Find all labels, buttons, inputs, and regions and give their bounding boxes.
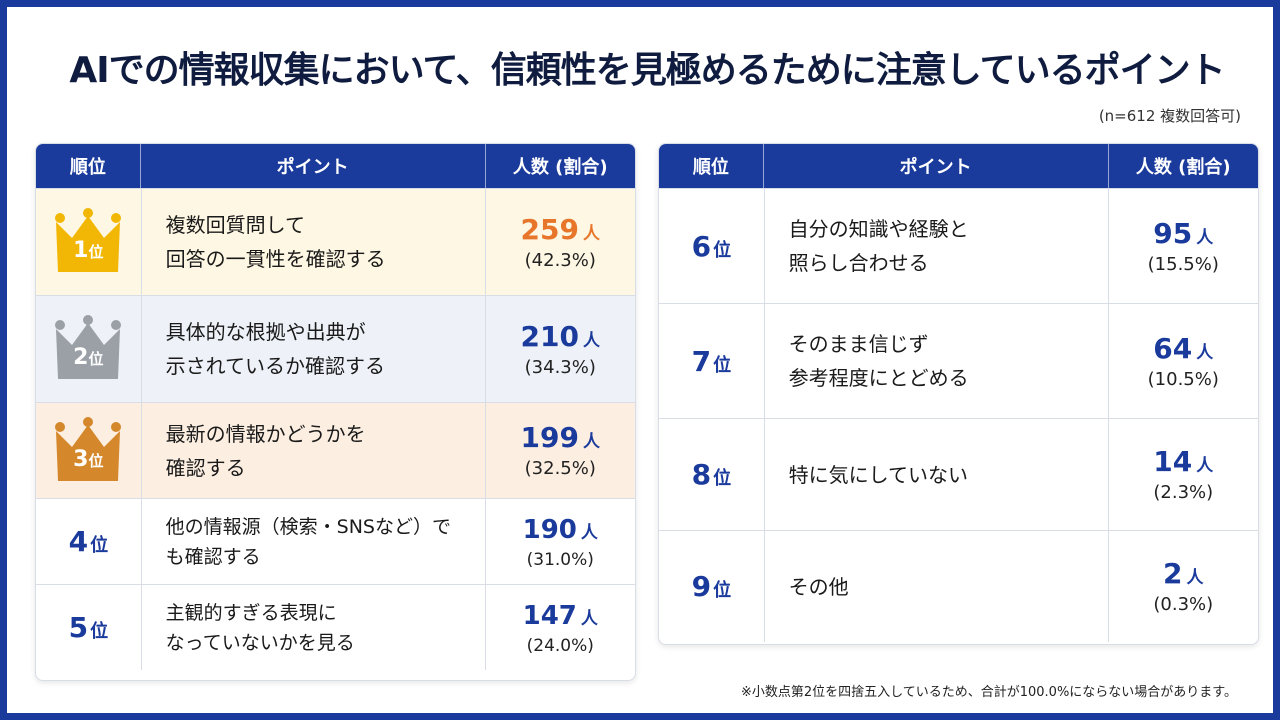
count-unit: 人 (580, 608, 598, 629)
table-row: 1位 複数回質問して 回答の一貫性を確認する 259 人 (42.3%) (36, 188, 635, 295)
count-cell: 259 人 (42.3%) (486, 189, 635, 295)
rank-suffix: 位 (90, 535, 109, 556)
count-percent: (15.5%) (1147, 253, 1219, 275)
point-text: そのまま信じず 参考程度にとどめる (763, 304, 1109, 418)
rank-number: 7 (691, 344, 712, 378)
point-text: 他の情報源（検索・SNSなど）で も確認する (140, 499, 486, 584)
gold-crown-icon: 1位 (52, 208, 124, 276)
footnote: ※小数点第2位を四捨五入しているため、合計が100.0%にならない場合があります… (740, 685, 1237, 700)
header-count: 人数 (割合) (1135, 157, 1231, 178)
count-unit: 人 (1196, 456, 1214, 476)
header-rank: 順位 (659, 144, 764, 188)
rank-cell: 1位 (36, 189, 141, 295)
count-percent: (2.3%) (1153, 482, 1214, 503)
point-text: その他 (763, 531, 1109, 642)
count-unit: 人 (1186, 568, 1204, 588)
count-number: 64 (1153, 331, 1193, 365)
count-unit: 人 (583, 432, 600, 452)
page-title: AIでの情報収集において、信頼性を見極めるために注意しているポイント (69, 50, 1225, 91)
count-unit: 人 (1196, 342, 1214, 363)
rank-suffix: 位 (713, 468, 732, 489)
rank-suffix: 位 (713, 354, 732, 376)
header-point: ポイント (141, 144, 486, 188)
bronze-crown-icon: 3位 (52, 416, 124, 485)
count-percent: (34.3%) (524, 356, 596, 378)
count-unit: 人 (580, 522, 598, 543)
count-percent: (0.3%) (1153, 594, 1214, 615)
count-number: 199 (520, 421, 579, 454)
count-number: 147 (522, 600, 577, 631)
rank-number: 9 (691, 570, 712, 603)
table-row: 3位 最新の情報かどうかを 確認する 199 人 (32.5%) (36, 402, 635, 498)
count-cell: 190 人 (31.0%) (486, 499, 635, 584)
rank-suffix: 位 (90, 621, 109, 642)
ranking-table-left: 順位 ポイント 人数 (割合) 1位 複数回質問して 回答の一貫性を確認する (35, 143, 636, 681)
rank-number: 8 (691, 458, 712, 491)
point-text: 特に気にしていない (763, 419, 1109, 530)
header-count: 人数 (割合) (512, 157, 608, 178)
header-point: ポイント (764, 144, 1109, 188)
point-text: 自分の知識や経験と 照らし合わせる (763, 189, 1109, 303)
rank-number: 1 (73, 238, 89, 263)
count-cell: 95 人 (15.5%) (1109, 189, 1258, 303)
rank-cell: 3位 (36, 403, 141, 498)
silver-crown-icon: 2位 (52, 315, 124, 383)
rank-number: 6 (691, 229, 712, 263)
count-number: 259 (520, 212, 579, 246)
count-cell: 14 人 (2.3%) (1109, 419, 1258, 530)
count-cell: 210 人 (34.3%) (486, 296, 635, 402)
table-header: 順位 ポイント 人数 (割合) (36, 144, 635, 188)
sample-note: (n=612 複数回答可) (1098, 107, 1241, 125)
count-percent: (42.3%) (524, 249, 596, 271)
rank-cell: 2位 (36, 296, 141, 402)
header-rank: 順位 (36, 144, 141, 188)
count-number: 190 (522, 514, 577, 545)
rank-number: 5 (68, 611, 89, 644)
rank-suffix: 位 (88, 243, 104, 261)
rank-suffix: 位 (88, 451, 104, 470)
count-percent: (31.0%) (526, 549, 594, 570)
table-row: 2位 具体的な根拠や出典が 示されているか確認する 210 人 (34.3%) (36, 295, 635, 402)
count-cell: 147 人 (24.0%) (486, 585, 635, 670)
rank-suffix: 位 (88, 350, 104, 368)
point-text: 具体的な根拠や出典が 示されているか確認する (140, 296, 486, 402)
count-percent: (32.5%) (524, 458, 596, 479)
point-text: 最新の情報かどうかを 確認する (140, 403, 486, 498)
rank-number: 3 (73, 446, 89, 472)
count-unit: 人 (583, 223, 600, 244)
count-percent: (24.0%) (526, 635, 594, 656)
rank-suffix: 位 (713, 239, 732, 261)
count-number: 95 (1153, 216, 1193, 250)
count-percent: (10.5%) (1147, 368, 1219, 390)
point-text: 主観的すぎる表現に なっていないかを見る (140, 585, 486, 670)
point-text: 複数回質問して 回答の一貫性を確認する (140, 189, 486, 295)
rank-suffix: 位 (713, 580, 732, 601)
count-unit: 人 (1196, 227, 1214, 248)
count-cell: 199 人 (32.5%) (486, 403, 635, 498)
count-cell: 64 人 (10.5%) (1109, 304, 1258, 418)
count-unit: 人 (583, 330, 600, 351)
table-header: 順位 ポイント 人数 (割合) (659, 144, 1258, 188)
count-number: 2 (1163, 557, 1183, 590)
count-number: 14 (1153, 445, 1193, 478)
rank-number: 2 (73, 345, 89, 370)
count-number: 210 (520, 319, 579, 353)
rank-number: 4 (68, 525, 89, 558)
